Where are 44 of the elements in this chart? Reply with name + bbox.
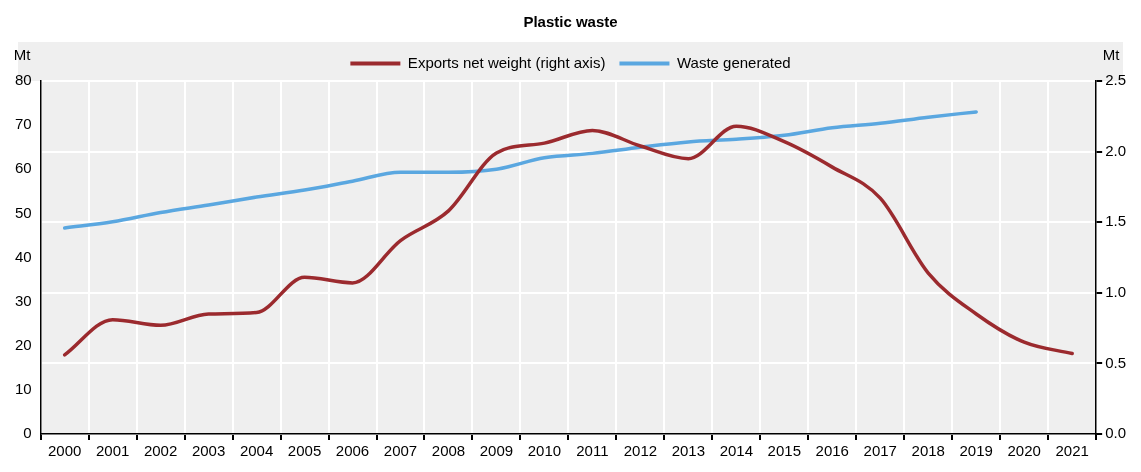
legend-label: Exports net weight (right axis) xyxy=(407,53,606,71)
x-tick-label: 2020 xyxy=(1007,442,1041,460)
x-tick-label: 2009 xyxy=(479,442,514,460)
y2-tick-label: 0.0 xyxy=(1105,424,1127,442)
y-tick-label: 30 xyxy=(15,291,32,309)
x-tick-label: 2010 xyxy=(527,442,562,460)
y-tick-label: 10 xyxy=(15,380,32,398)
x-tick-label: 2007 xyxy=(383,442,418,460)
x-tick-label: 2003 xyxy=(191,442,226,460)
x-tick-label: 2002 xyxy=(143,442,178,460)
y2-tick-label: 2.0 xyxy=(1105,141,1127,159)
y-axis-title: Mt xyxy=(13,45,32,63)
x-tick-label: 2012 xyxy=(623,442,658,460)
x-tick-label: 2013 xyxy=(671,442,706,460)
y2-axis-title: Mt xyxy=(1102,45,1121,63)
x-tick-label: 2005 xyxy=(287,442,322,460)
x-tick-label: 2004 xyxy=(239,442,274,460)
x-tick-label: 2011 xyxy=(576,442,609,460)
x-tick-label: 2008 xyxy=(431,442,466,460)
x-tick-label: 2016 xyxy=(815,442,849,460)
y-tick-label: 40 xyxy=(15,247,32,265)
y-tick-label: 0 xyxy=(23,424,32,442)
chart-title: Plastic waste xyxy=(523,13,618,31)
y2-tick-label: 1.5 xyxy=(1105,212,1127,230)
y-tick-label: 80 xyxy=(15,71,32,89)
y2-tick-label: 1.0 xyxy=(1105,282,1127,300)
x-tick-label: 2019 xyxy=(959,442,993,460)
x-tick-label: 2000 xyxy=(47,442,82,460)
x-tick-label: 2001 xyxy=(95,442,130,460)
y2-tick-label: 2.5 xyxy=(1105,71,1127,89)
y2-tick-label: 0.5 xyxy=(1105,353,1127,371)
line-series xyxy=(62,110,978,230)
legend-label: Waste generated xyxy=(676,53,791,71)
x-tick-label: 2015 xyxy=(767,442,801,460)
line-series xyxy=(62,124,1074,357)
x-tick-label: 2006 xyxy=(335,442,370,460)
y-tick-label: 60 xyxy=(15,159,32,177)
x-tick-label: 2017 xyxy=(863,442,897,460)
x-tick-label: 2014 xyxy=(719,442,754,460)
y-tick-label: 20 xyxy=(15,335,32,353)
y-tick-label: 50 xyxy=(15,203,32,221)
x-tick-label: 2021 xyxy=(1055,442,1089,460)
x-tick-label: 2018 xyxy=(911,442,945,460)
y-tick-label: 70 xyxy=(15,115,32,133)
